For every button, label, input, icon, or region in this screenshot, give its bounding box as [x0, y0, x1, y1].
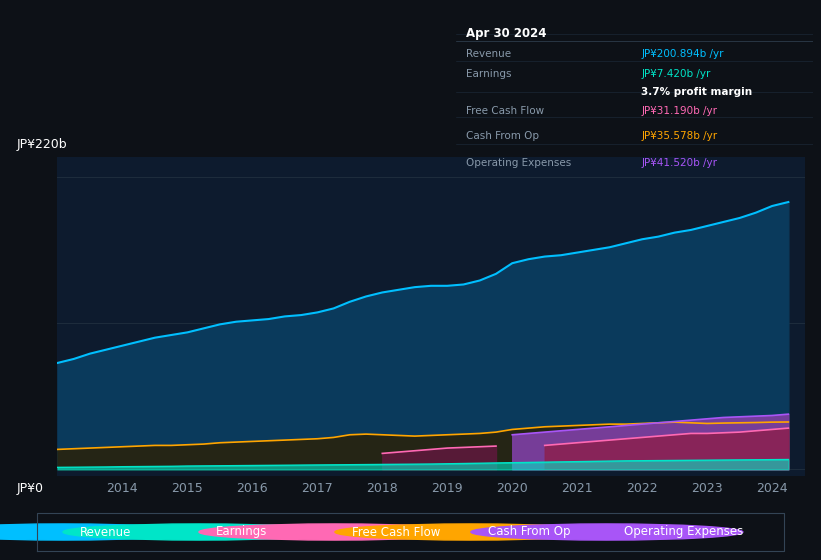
Text: Revenue: Revenue	[80, 525, 131, 539]
Circle shape	[471, 524, 743, 540]
Text: Earnings: Earnings	[216, 525, 267, 539]
Text: Operating Expenses: Operating Expenses	[623, 525, 743, 539]
Text: Apr 30 2024: Apr 30 2024	[466, 27, 547, 40]
Text: Earnings: Earnings	[466, 69, 511, 79]
Circle shape	[63, 524, 335, 540]
Circle shape	[335, 524, 607, 540]
Text: Revenue: Revenue	[466, 49, 511, 59]
Text: Cash From Op: Cash From Op	[466, 131, 539, 141]
Text: JP¥220b: JP¥220b	[16, 138, 67, 151]
Circle shape	[0, 524, 199, 540]
Text: JP¥200.894b /yr: JP¥200.894b /yr	[641, 49, 724, 59]
Text: JP¥35.578b /yr: JP¥35.578b /yr	[641, 131, 718, 141]
Text: Cash From Op: Cash From Op	[488, 525, 570, 539]
Text: JP¥0: JP¥0	[16, 482, 44, 496]
Text: JP¥31.190b /yr: JP¥31.190b /yr	[641, 106, 718, 116]
Text: Free Cash Flow: Free Cash Flow	[351, 525, 440, 539]
Text: Operating Expenses: Operating Expenses	[466, 158, 571, 168]
Text: Free Cash Flow: Free Cash Flow	[466, 106, 544, 116]
Text: JP¥41.520b /yr: JP¥41.520b /yr	[641, 158, 718, 168]
Circle shape	[199, 524, 471, 540]
Text: JP¥7.420b /yr: JP¥7.420b /yr	[641, 69, 711, 79]
Text: 3.7% profit margin: 3.7% profit margin	[641, 87, 753, 97]
